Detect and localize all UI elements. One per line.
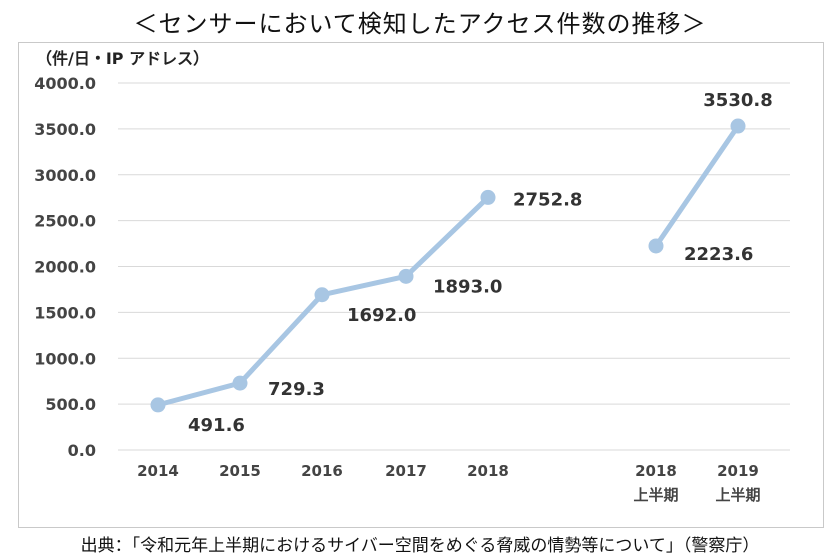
data-label: 729.3: [268, 379, 325, 400]
source-caption: 出典：「令和元年上半期におけるサイバー空間をめぐる脅威の情勢等について」（警察庁…: [80, 536, 760, 556]
data-label: 1692.0: [347, 305, 416, 326]
x-tick-label: 2015: [219, 462, 261, 480]
series-line: [653, 123, 741, 249]
data-point: [648, 238, 664, 254]
y-tick-label: 4000.0: [34, 74, 96, 93]
x-tick-label: 2019: [717, 462, 759, 480]
y-tick-label: 2000.0: [34, 258, 96, 277]
x-tick-label: 2017: [385, 462, 427, 480]
y-tick-label: 0.0: [68, 441, 96, 460]
y-tick-label: 3000.0: [34, 166, 96, 185]
y-tick-label: 1500.0: [34, 303, 96, 322]
series-lines: [155, 123, 741, 408]
data-point: [232, 375, 248, 391]
y-tick-label: 500.0: [45, 395, 96, 414]
y-tick-label: 3500.0: [34, 120, 96, 139]
gridlines: [118, 82, 790, 451]
data-label: 2223.6: [684, 244, 753, 265]
x-tick-label: 2018: [467, 462, 509, 480]
data-point: [150, 397, 166, 413]
x-axis-ticks: 2014 2015 2016 2017 2018 2018 上半期 2019 上半期: [137, 462, 760, 504]
chart-title: ＜センサーにおいて検知したアクセス件数の推移＞: [133, 10, 707, 38]
series-points: [150, 118, 746, 413]
data-point: [314, 287, 330, 303]
data-label: 3530.8: [703, 90, 772, 111]
x-tick-label: 2018: [635, 462, 677, 480]
y-axis-ticks: 0.0 500.0 1000.0 1500.0 2000.0 2500.0 3000.0 35…: [34, 74, 96, 460]
x-tick-label: 2014: [137, 462, 179, 480]
x-tick-label: 2016: [301, 462, 343, 480]
data-labels: 491.6 729.3 1692.0 1893.0 2752.8 2223.6 3530.8: [188, 90, 773, 436]
data-label: 491.6: [188, 415, 245, 436]
data-point: [480, 189, 496, 205]
data-point: [730, 118, 746, 134]
y-tick-label: 2500.0: [34, 212, 96, 231]
x-tick-sublabel: 上半期: [633, 486, 678, 504]
data-label: 1893.0: [433, 276, 502, 297]
data-label: 2752.8: [513, 189, 582, 210]
y-axis-unit-label: （件/日・IP アドレス）: [36, 49, 210, 68]
chart-frame: [18, 42, 824, 528]
data-point: [398, 268, 414, 284]
y-tick-label: 1000.0: [34, 349, 96, 368]
x-tick-sublabel: 上半期: [715, 486, 760, 504]
